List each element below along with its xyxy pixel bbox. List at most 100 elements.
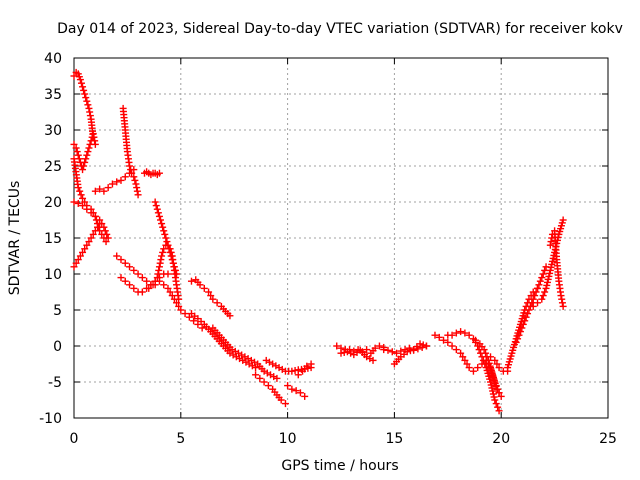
data-point: [76, 76, 84, 84]
data-point-interp: [155, 266, 163, 274]
data-point: [134, 270, 142, 278]
data-point: [190, 317, 198, 325]
data-point: [155, 212, 163, 220]
data-point: [145, 284, 153, 292]
data-point-interp: [157, 256, 165, 264]
y-tick-label: 25: [44, 159, 62, 175]
data-point: [89, 230, 97, 238]
data-point: [81, 90, 89, 98]
data-point: [226, 312, 234, 320]
y-tick-label: 20: [44, 195, 62, 211]
data-point: [213, 299, 221, 307]
data-point: [79, 248, 87, 256]
data-point-interp: [84, 148, 92, 156]
data-point: [333, 342, 341, 350]
data-point-interp: [86, 108, 94, 116]
data-point: [164, 270, 172, 278]
data-point-interp: [133, 184, 141, 192]
x-tick-label: 0: [70, 431, 79, 447]
data-point: [164, 284, 172, 292]
data-point: [130, 266, 138, 274]
x-tick-label: 25: [599, 431, 617, 447]
data-point: [516, 328, 524, 336]
data-point: [121, 173, 129, 181]
data-point: [187, 277, 195, 285]
data-point: [301, 392, 309, 400]
y-axis-title: SDTVAR / TECUs: [7, 181, 23, 296]
data-point: [196, 281, 204, 289]
data-point: [91, 212, 99, 220]
data-point: [416, 340, 424, 348]
data-point: [130, 284, 138, 292]
data-point-interp: [131, 176, 139, 184]
data-point: [121, 259, 129, 267]
data-point: [273, 374, 281, 382]
data-point-interp: [539, 292, 547, 300]
data-point-interp: [558, 299, 566, 307]
data-point: [117, 256, 125, 264]
data-point: [117, 274, 125, 282]
data-point: [108, 180, 116, 188]
data-point: [79, 166, 87, 174]
data-point: [529, 302, 537, 310]
data-point: [70, 140, 78, 148]
data-point: [132, 180, 140, 188]
data-point-interp: [152, 202, 160, 210]
x-tick-label: 20: [492, 431, 510, 447]
x-tick-label: 15: [385, 431, 403, 447]
data-point: [113, 252, 121, 260]
data-point: [491, 396, 499, 404]
data-point: [343, 348, 351, 356]
data-point: [74, 256, 82, 264]
data-point: [369, 356, 377, 364]
data-point: [155, 263, 163, 271]
data-point: [497, 392, 505, 400]
data-point: [288, 367, 296, 375]
data-point-interp: [170, 295, 178, 303]
data-point-interp: [163, 238, 171, 246]
data-point: [252, 371, 260, 379]
data-point-interp: [80, 86, 88, 94]
data-point: [495, 364, 503, 372]
data-point-interp: [101, 227, 109, 235]
data-point: [91, 227, 99, 235]
data-point-interp: [73, 148, 81, 156]
data-point-interp: [84, 101, 92, 109]
data-point-interp: [535, 281, 543, 289]
data-point-interp: [154, 270, 162, 278]
data-point: [149, 281, 157, 289]
data-point: [181, 310, 189, 318]
grid: [74, 58, 608, 418]
data-point: [153, 205, 161, 213]
data-point-interp: [82, 94, 90, 102]
data-point: [363, 346, 371, 354]
data-point: [529, 295, 537, 303]
data-point-interp: [459, 353, 467, 361]
data-point: [288, 385, 296, 393]
data-point: [461, 356, 469, 364]
data-point: [205, 288, 213, 296]
data-point: [388, 348, 396, 356]
y-tick-label: 5: [53, 303, 62, 319]
data-point: [79, 194, 87, 202]
data-point: [465, 364, 473, 372]
data-point: [155, 277, 163, 285]
data-point: [96, 216, 104, 224]
data-point: [487, 353, 495, 361]
data-point-interp: [133, 187, 141, 195]
data-point-interp: [524, 310, 532, 318]
data-point-interp: [127, 166, 135, 174]
data-point: [138, 288, 146, 296]
data-point: [512, 338, 520, 346]
data-point-interp: [91, 137, 99, 145]
data-point: [81, 245, 89, 253]
y-tick-label: 0: [53, 339, 62, 355]
data-point: [452, 346, 460, 354]
data-point: [72, 259, 80, 267]
data-point: [264, 382, 272, 390]
data-point-interp: [419, 341, 427, 349]
data-point: [469, 367, 477, 375]
data-point-interp: [159, 223, 167, 231]
data-point: [557, 292, 565, 300]
data-point: [538, 274, 546, 282]
